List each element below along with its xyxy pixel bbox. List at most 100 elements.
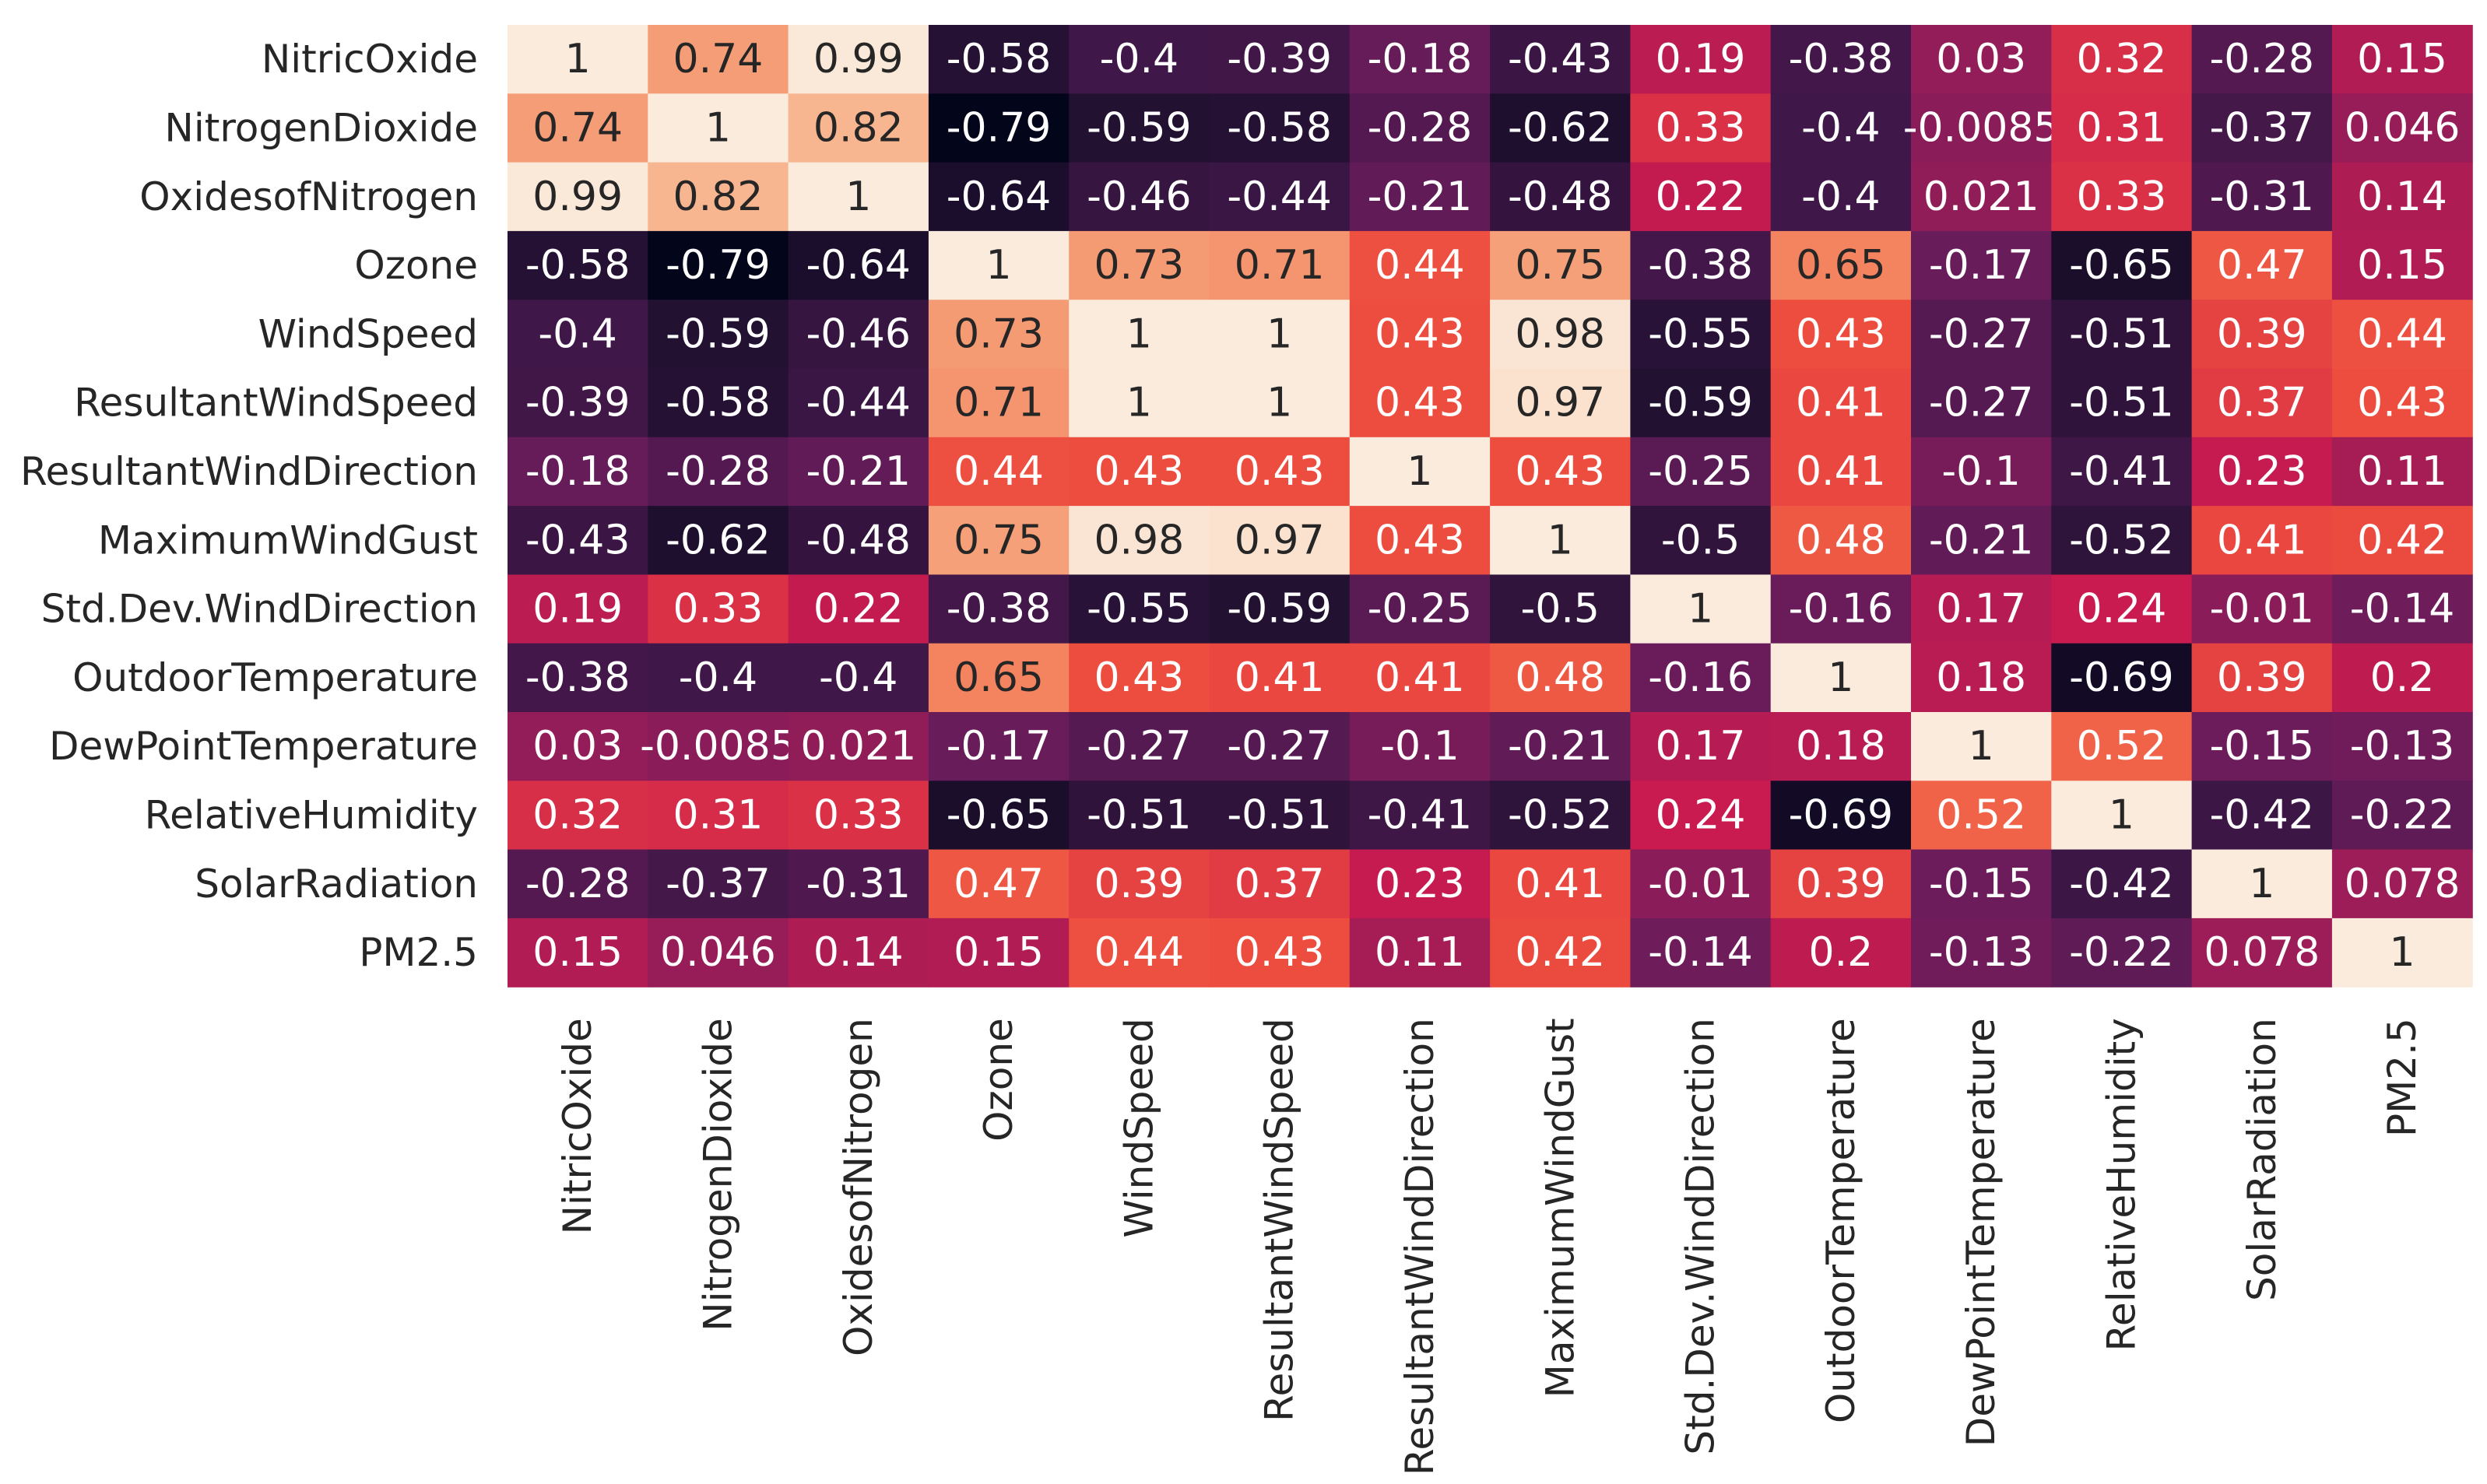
cell-value-label: -0.46 xyxy=(806,310,911,357)
heatmap-cell xyxy=(2051,25,2193,94)
cell-value-label: -0.21 xyxy=(1368,174,1473,220)
heatmap-cell xyxy=(2331,506,2473,575)
cell-value-label: -0.13 xyxy=(2350,723,2455,770)
cell-value-label: 1 xyxy=(1266,310,1292,357)
heatmap-cell xyxy=(508,25,648,94)
cell-value-label: -0.0085 xyxy=(1903,104,2060,151)
cell-value-label: -0.38 xyxy=(1648,242,1753,289)
cell-value-label: -0.31 xyxy=(806,861,911,907)
cell-value-label: -0.48 xyxy=(1508,174,1613,220)
cell-value-label: 0.33 xyxy=(673,586,764,633)
heatmap-cell xyxy=(1069,93,1210,163)
cell-value-label: 0.15 xyxy=(954,929,1044,976)
cell-value-label: 0.41 xyxy=(1235,654,1325,701)
row-tick-label: Ozone xyxy=(354,243,478,288)
cell-value-label: -0.44 xyxy=(1227,174,1332,220)
cell-value-label: 1 xyxy=(2249,861,2274,907)
heatmap-cell xyxy=(1911,506,2052,575)
heatmap-cell xyxy=(1349,643,1491,713)
cell-value-label: -0.55 xyxy=(1648,310,1753,357)
heatmap-cell xyxy=(508,643,648,713)
cell-value-label: 0.65 xyxy=(1796,242,1886,289)
cell-value-label: 0.41 xyxy=(1796,380,1886,426)
heatmap-cell xyxy=(1630,368,1772,438)
heatmap-cell xyxy=(2331,25,2473,94)
cell-value-label: 0.71 xyxy=(1235,242,1325,289)
heatmap-cell xyxy=(1911,437,2052,507)
cell-value-label: 0.41 xyxy=(1375,654,1465,701)
cell-value-label: -0.14 xyxy=(2350,586,2455,633)
cell-value-label: -0.38 xyxy=(947,586,1052,633)
heatmap-cell xyxy=(2191,25,2333,94)
cell-value-label: 0.97 xyxy=(1235,517,1325,563)
cell-value-label: 0.43 xyxy=(1235,929,1325,976)
heatmap-cell xyxy=(2191,574,2333,644)
heatmap-cell xyxy=(648,93,789,163)
cell-value-label: 1 xyxy=(986,242,1012,289)
heatmap-cell xyxy=(788,643,929,713)
column-tick-label: RelativeHumidity xyxy=(2099,1018,2144,1351)
cell-value-label: -0.38 xyxy=(525,654,631,701)
cell-value-label: -0.21 xyxy=(1508,723,1613,770)
heatmap-cell xyxy=(928,162,1070,232)
heatmap-cell xyxy=(2191,917,2333,988)
cell-value-label: 0.15 xyxy=(2357,36,2447,82)
cell-value-label: 0.74 xyxy=(532,104,623,151)
heatmap-cells: 1 0.74 0.99 -0.58 -0.4 -0.39 -0.18 -0.43 0.19 -0.… xyxy=(508,25,2473,988)
heatmap-cell xyxy=(1349,230,1491,300)
heatmap-cell xyxy=(928,25,1070,94)
heatmap-cell xyxy=(928,230,1070,300)
heatmap-cell xyxy=(1349,917,1491,988)
cell-value-label: 0.41 xyxy=(1796,448,1886,495)
heatmap-cell xyxy=(2191,643,2333,713)
heatmap-cell xyxy=(1630,712,1772,781)
cell-value-label: -0.17 xyxy=(1929,242,2034,289)
cell-value-label: -0.59 xyxy=(1648,380,1753,426)
cell-value-label: 0.32 xyxy=(2077,36,2167,82)
cell-value-label: 1 xyxy=(705,104,731,151)
heatmap-cell xyxy=(1209,25,1351,94)
cell-value-label: 0.24 xyxy=(2077,586,2167,633)
cell-value-label: 0.43 xyxy=(1796,310,1886,357)
cell-value-label: 0.98 xyxy=(1094,517,1184,563)
heatmap-cell xyxy=(1490,712,1631,781)
heatmap-cell xyxy=(1770,25,1912,94)
cell-value-label: 0.33 xyxy=(813,791,904,838)
heatmap-cell xyxy=(788,917,929,988)
heatmap-cell xyxy=(508,437,648,507)
cell-value-label: -0.46 xyxy=(1087,174,1192,220)
cell-value-label: -0.21 xyxy=(1929,517,2034,563)
heatmap-cell xyxy=(1490,781,1631,851)
heatmap-cell xyxy=(1490,25,1631,94)
heatmap-cell xyxy=(2191,437,2333,507)
cell-value-label: 0.43 xyxy=(1094,448,1184,495)
cell-value-label: 0.23 xyxy=(1375,861,1465,907)
cell-value-label: 0.2 xyxy=(2370,654,2435,701)
cell-value-label: -0.37 xyxy=(666,861,771,907)
cell-value-label: 0.33 xyxy=(1656,104,1746,151)
cell-value-label: 1 xyxy=(1126,380,1152,426)
cell-value-label: -0.52 xyxy=(2069,517,2174,563)
cell-value-label: 0.39 xyxy=(2217,310,2307,357)
cell-value-label: -0.59 xyxy=(1087,104,1192,151)
row-tick-label: NitricOxide xyxy=(262,37,478,82)
cell-value-label: -0.0085 xyxy=(640,723,796,770)
heatmap-cell xyxy=(1630,437,1772,507)
column-tick-label: ResultantWindDirection xyxy=(1397,1018,1442,1475)
heatmap-cell xyxy=(2331,368,2473,438)
heatmap-cell xyxy=(1209,230,1351,300)
heatmap-cell xyxy=(2331,300,2473,370)
cell-value-label: 0.14 xyxy=(2357,174,2447,220)
heatmap-cell xyxy=(1911,643,2052,713)
heatmap-cell xyxy=(788,93,929,163)
heatmap-cell xyxy=(788,368,929,438)
heatmap-cell xyxy=(928,849,1070,919)
cell-value-label: -0.51 xyxy=(2069,310,2174,357)
heatmap-cell xyxy=(2331,574,2473,644)
cell-value-label: -0.42 xyxy=(2209,791,2314,838)
cell-value-label: 0.021 xyxy=(1923,174,2039,220)
heatmap-cell xyxy=(1069,506,1210,575)
heatmap-cell xyxy=(788,300,929,370)
cell-value-label: 0.99 xyxy=(532,174,623,220)
